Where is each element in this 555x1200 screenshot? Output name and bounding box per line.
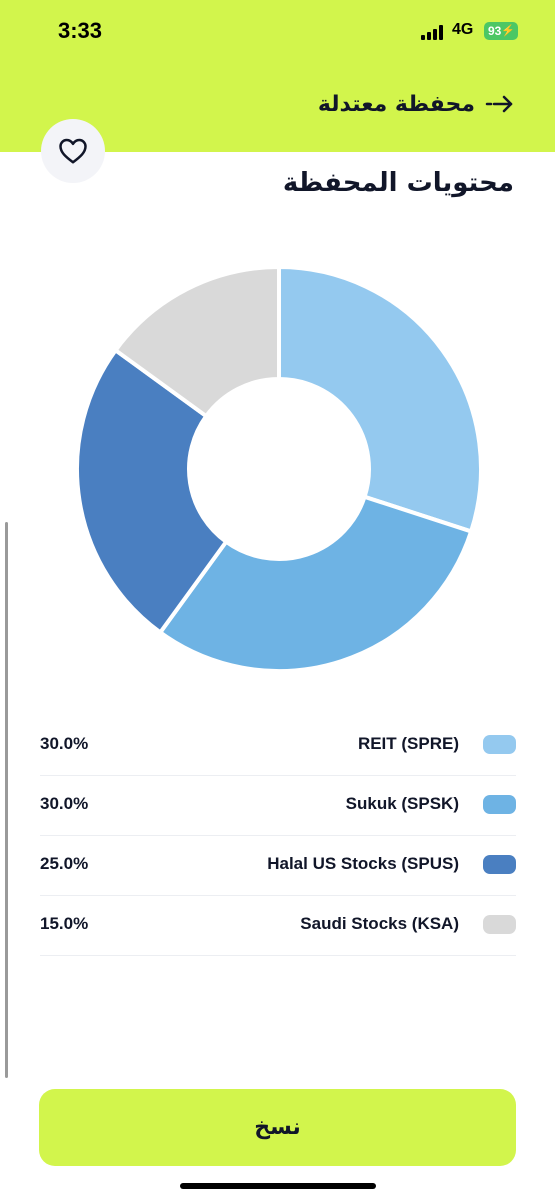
portfolio-donut-chart: [75, 264, 483, 673]
legend-percent: 25.0%: [40, 854, 89, 873]
legend-percent: 30.0%: [40, 794, 89, 813]
legend-row: 30.0% Sukuk (SPSK): [40, 776, 516, 836]
favorite-button[interactable]: [41, 119, 105, 183]
donut-slice: [157, 494, 474, 673]
donut-slice: [112, 264, 281, 419]
status-time: 3:33: [58, 18, 103, 43]
legend-label: Sukuk (SPSK): [345, 794, 459, 813]
legend-label: REIT (SPRE): [357, 734, 459, 753]
legend-row: 15.0% Saudi Stocks (KSA): [40, 896, 516, 956]
legend-swatch: [483, 795, 516, 814]
legend-label: Halal US Stocks (SPUS): [267, 854, 459, 873]
status-bar: 3:33 4G 93 ⚡: [0, 0, 555, 60]
page-title: محفظة معتدلة: [317, 91, 475, 117]
legend-row: 25.0% Halal US Stocks (SPUS): [40, 836, 516, 896]
copy-button[interactable]: نسخ: [39, 1089, 516, 1166]
legend-swatch: [483, 735, 516, 754]
legend-label: Saudi Stocks (KSA): [300, 914, 459, 933]
section-title: محتويات المحفظة: [282, 168, 514, 198]
legend-percent: 30.0%: [40, 734, 89, 753]
battery-charging-icon: 93 ⚡: [484, 22, 518, 40]
donut-slice: [75, 347, 229, 636]
back-navigation[interactable]: محفظة معتدلة: [318, 86, 515, 122]
donut-slice: [277, 264, 483, 534]
scroll-indicator[interactable]: [5, 522, 8, 1078]
legend-percent: 15.0%: [40, 914, 89, 933]
battery-level: 93: [488, 24, 502, 38]
portfolio-legend: 30.0% REIT (SPRE) 30.0% Sukuk (SPSK) 25.0% Ha…: [40, 716, 516, 956]
network-type: 4G: [452, 21, 474, 38]
legend-swatch: [483, 915, 516, 934]
legend-swatch: [483, 855, 516, 874]
signal-bars-icon: [421, 25, 447, 40]
home-indicator[interactable]: [180, 1183, 376, 1189]
arrow-right-icon[interactable]: [485, 93, 515, 115]
heart-outline-icon: [59, 138, 87, 164]
legend-row: 30.0% REIT (SPRE): [40, 716, 516, 776]
